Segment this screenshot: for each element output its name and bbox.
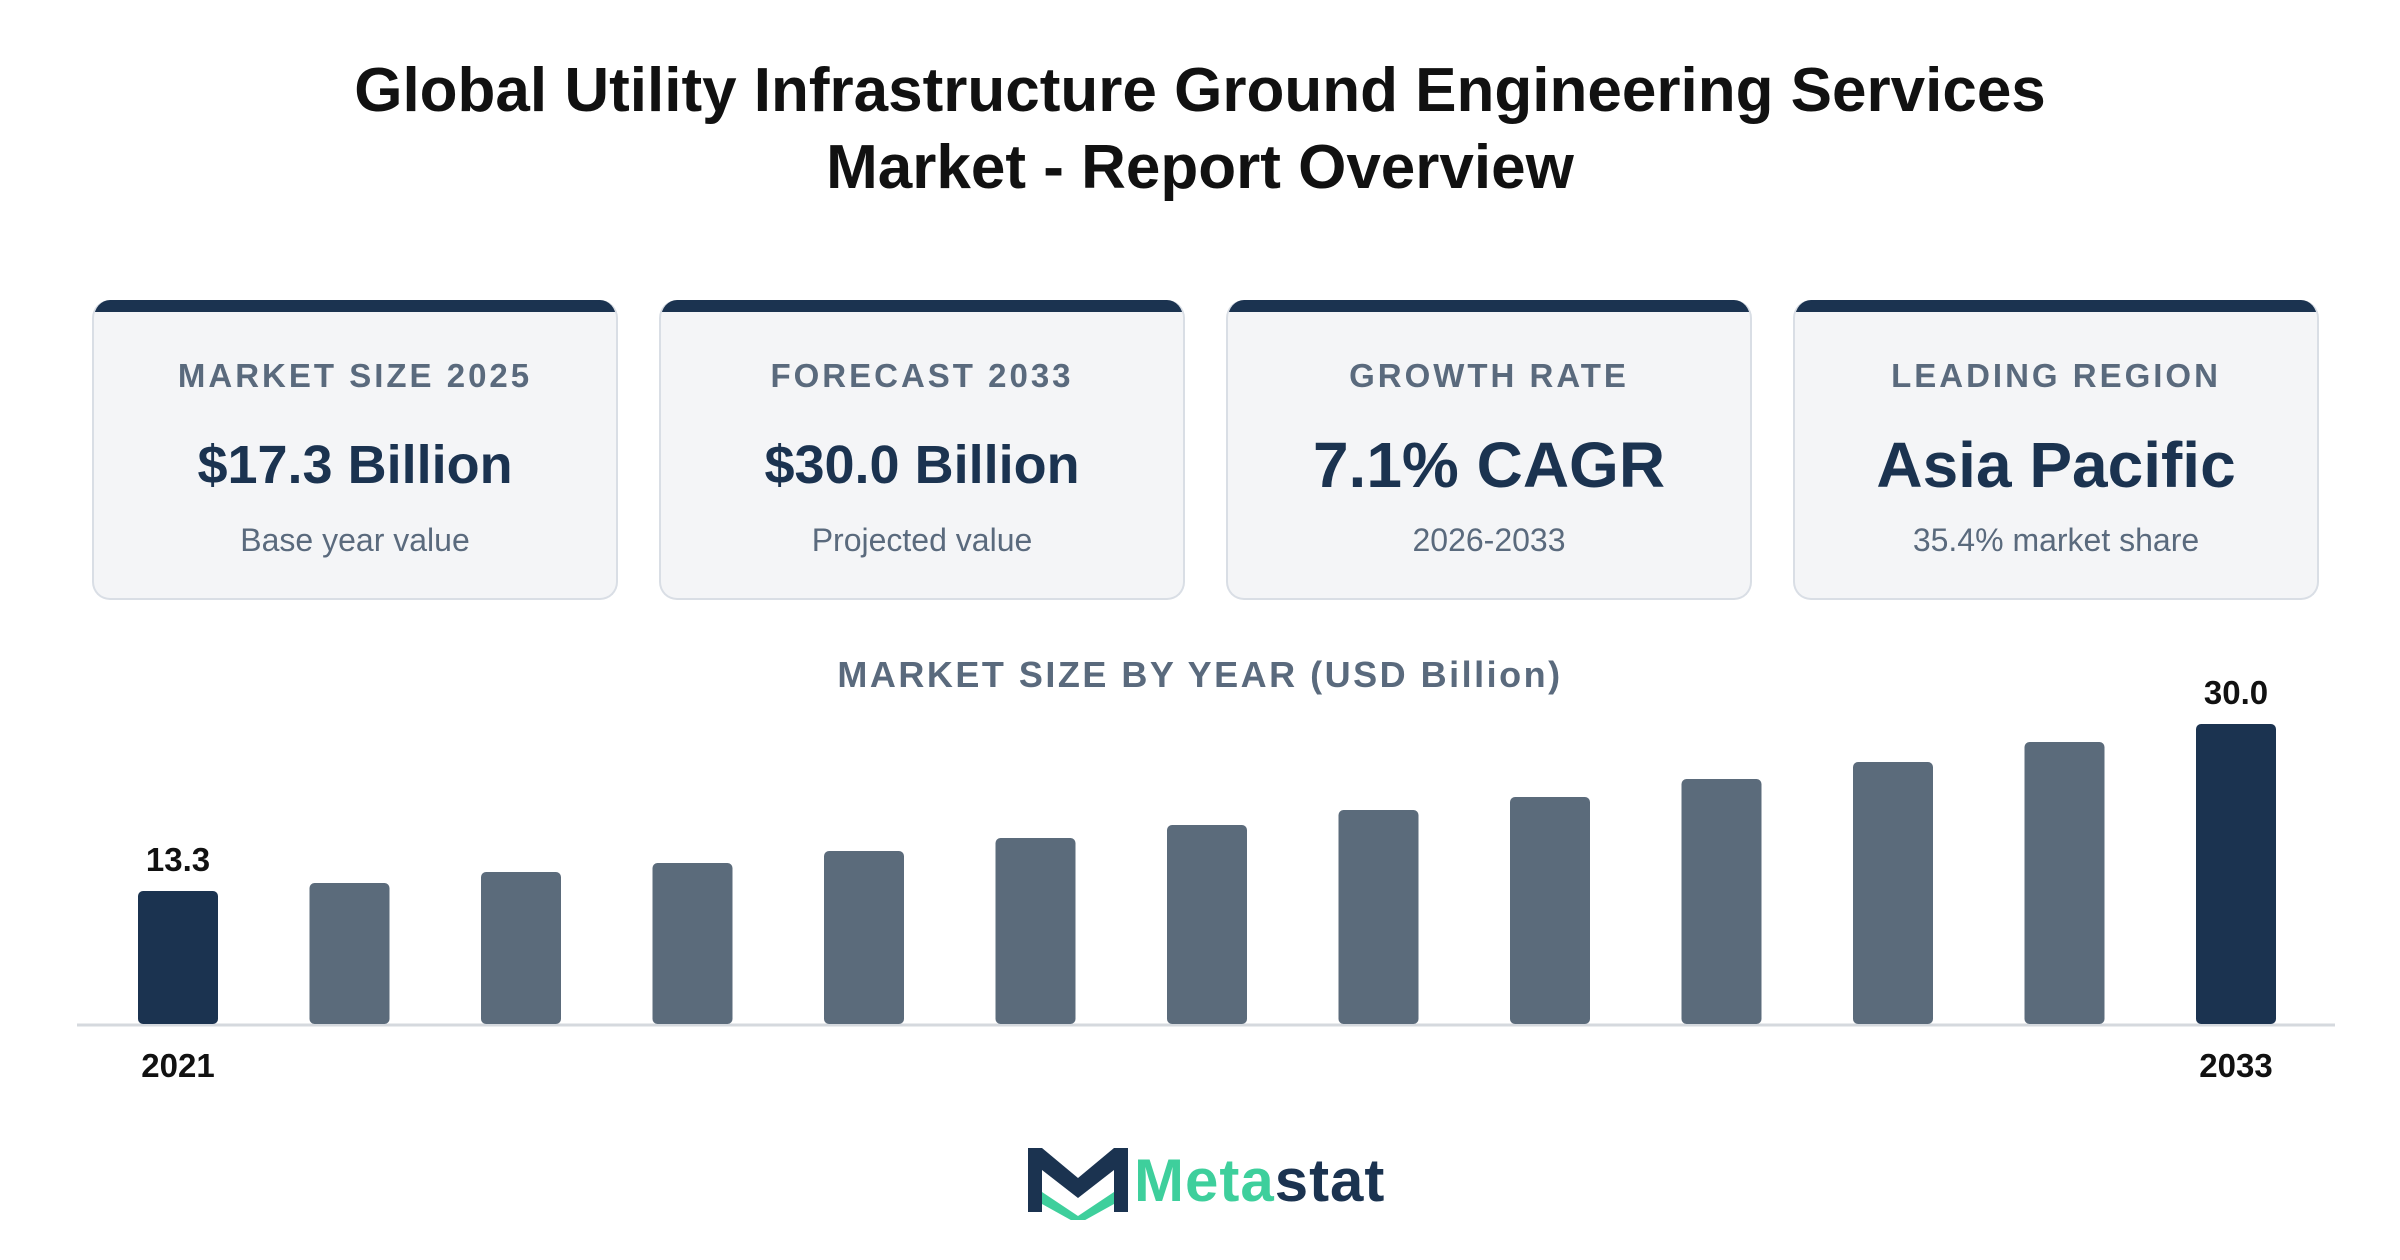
summary-cards: MARKET SIZE 2025 $17.3 Billion Base year…	[92, 300, 2320, 602]
card-value: Asia Pacific	[1876, 429, 2236, 501]
bar-2030	[1681, 779, 1762, 1024]
bar-2032	[2024, 742, 2105, 1024]
card-accent-bar	[94, 300, 616, 312]
card-label: LEADING REGION	[1891, 357, 2221, 394]
card-leading-region: LEADING REGION Asia Pacific 35.4% market…	[1793, 300, 2319, 600]
card-subtext: 2026-2033	[1412, 522, 1566, 558]
card-accent-bar	[661, 300, 1183, 312]
value-label-2021: 13.3	[146, 841, 210, 878]
card-value: 7.1% CAGR	[1312, 429, 1666, 501]
bar-2025	[824, 851, 904, 1024]
tick-label-2033: 2033	[2199, 1047, 2272, 1084]
card-growth-rate: GROWTH RATE 7.1% CAGR 2026-2033	[1226, 300, 1752, 600]
card-label: FORECAST 2033	[770, 357, 1074, 394]
logo-text-part2: stat	[1274, 1147, 1386, 1214]
chart-title: MARKET SIZE BY YEAR (USD Billion)	[837, 654, 1563, 695]
tick-label-2021: 2021	[141, 1047, 214, 1084]
card-forecast: FORECAST 2033 $30.0 Billion Projected va…	[659, 300, 1185, 600]
card-subtext: Base year value	[240, 522, 470, 558]
bar-2027	[1167, 825, 1247, 1024]
title-line-2: Market - Report Overview	[826, 133, 1574, 202]
card-label: GROWTH RATE	[1349, 357, 1629, 394]
bar-2023	[481, 872, 561, 1024]
logo-text-part1: Meta	[1134, 1147, 1275, 1214]
metastat-logo-text: Metastat	[1134, 1146, 1385, 1215]
metastat-logo-icon	[1028, 1148, 1128, 1220]
bar-2029	[1510, 797, 1590, 1024]
bar-2021	[138, 891, 218, 1024]
card-subtext: Projected value	[811, 522, 1033, 558]
bar-2022	[309, 883, 390, 1024]
card-value: $17.3 Billion	[197, 435, 513, 495]
card-subtext: 35.4% market share	[1912, 522, 2200, 558]
value-label-2033: 30.0	[2204, 674, 2268, 711]
card-label: MARKET SIZE 2025	[177, 357, 533, 394]
title-line-1: Global Utility Infrastructure Ground Eng…	[354, 56, 2046, 125]
page-title: Global Utility Infrastructure Ground Eng…	[0, 52, 2400, 206]
bar-2028	[1338, 810, 1419, 1024]
bar-2033	[2196, 724, 2276, 1024]
bar-2031	[1853, 762, 1933, 1024]
card-accent-bar	[1228, 300, 1750, 312]
bar-2024	[652, 863, 733, 1024]
card-value: $30.0 Billion	[764, 435, 1080, 495]
market-size-bar-chart: 13.3 2021 30.0 2033	[77, 674, 2335, 1084]
bar-2026	[995, 838, 1076, 1024]
card-market-size: MARKET SIZE 2025 $17.3 Billion Base year…	[92, 300, 618, 600]
card-accent-bar	[1795, 300, 2317, 312]
